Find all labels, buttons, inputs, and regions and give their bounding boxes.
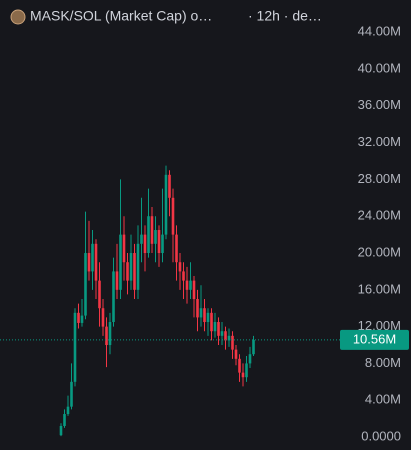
candle-body — [248, 354, 252, 364]
candle-body — [143, 234, 147, 254]
candle-body — [112, 271, 115, 323]
candle-body — [73, 312, 77, 382]
y-tick-label: 12.00M — [358, 318, 401, 333]
candle-body — [126, 262, 129, 281]
y-tick-label: 40.00M — [358, 60, 401, 75]
candle-body — [161, 234, 164, 254]
chart-title: MASK/SOL (Market Cap) o… — [30, 8, 212, 24]
candle-body — [94, 243, 98, 281]
candle-body — [70, 381, 73, 407]
candle-body — [210, 312, 213, 332]
y-tick-label: 8.00M — [365, 355, 401, 370]
candle-body — [147, 216, 150, 254]
candle-body — [154, 230, 157, 244]
candle-body — [213, 322, 217, 332]
candle-body — [133, 253, 136, 290]
y-tick-label: 24.00M — [358, 208, 401, 223]
candle-body — [196, 299, 199, 318]
candle-body — [224, 331, 227, 341]
candle-body — [129, 253, 133, 281]
candle-body — [136, 243, 140, 290]
candle-body — [122, 234, 126, 263]
candle-body — [231, 335, 234, 350]
candle-body — [178, 262, 182, 272]
y-tick-label: 36.00M — [358, 97, 401, 112]
candle-body — [234, 349, 238, 359]
candle-body — [199, 308, 203, 318]
candle-body — [84, 253, 87, 316]
candle-body — [206, 312, 210, 323]
y-tick-label: 0.0000 — [361, 428, 401, 443]
candle-body — [171, 197, 175, 235]
candle-body — [105, 326, 108, 346]
candle-body — [175, 234, 178, 263]
y-tick-label: 32.00M — [358, 134, 401, 149]
candle-body — [101, 308, 105, 327]
candle-body — [245, 363, 248, 378]
candle-body — [87, 253, 91, 272]
candle-body — [66, 406, 70, 415]
candle-body — [182, 271, 185, 281]
y-tick-label: 28.00M — [358, 171, 401, 186]
candle-body — [157, 230, 161, 254]
candle-body — [91, 243, 94, 272]
candle-body — [192, 280, 196, 300]
candle-body — [217, 322, 220, 336]
candle-body — [150, 216, 154, 244]
candle-body — [77, 312, 80, 323]
candle-body — [98, 280, 101, 309]
candle-body — [115, 271, 119, 290]
last-price-label: 10.56M — [353, 331, 396, 346]
candle-body — [59, 425, 63, 436]
candle-body — [108, 322, 112, 346]
y-tick-label: 20.00M — [358, 244, 401, 259]
candle-body — [140, 234, 143, 244]
last-price-box — [340, 329, 409, 350]
candle-body — [164, 174, 168, 235]
candle-body — [238, 358, 241, 373]
candle-body — [252, 339, 255, 355]
y-tick-label: 4.00M — [365, 392, 401, 407]
candle-body — [189, 280, 192, 290]
candle-body — [80, 315, 84, 323]
candle-body — [227, 335, 231, 341]
candle-body — [119, 234, 122, 290]
candle-body — [241, 372, 245, 378]
candle-body — [168, 174, 171, 198]
token-icon — [10, 9, 26, 25]
y-tick-label: 16.00M — [358, 281, 401, 296]
y-tick-label: 44.00M — [358, 24, 401, 39]
candle-body — [63, 414, 66, 426]
candle-body — [220, 331, 224, 336]
chart-subtitle: · 12h · de… — [248, 8, 322, 24]
candle-body — [185, 280, 189, 290]
candle-body — [203, 308, 206, 323]
